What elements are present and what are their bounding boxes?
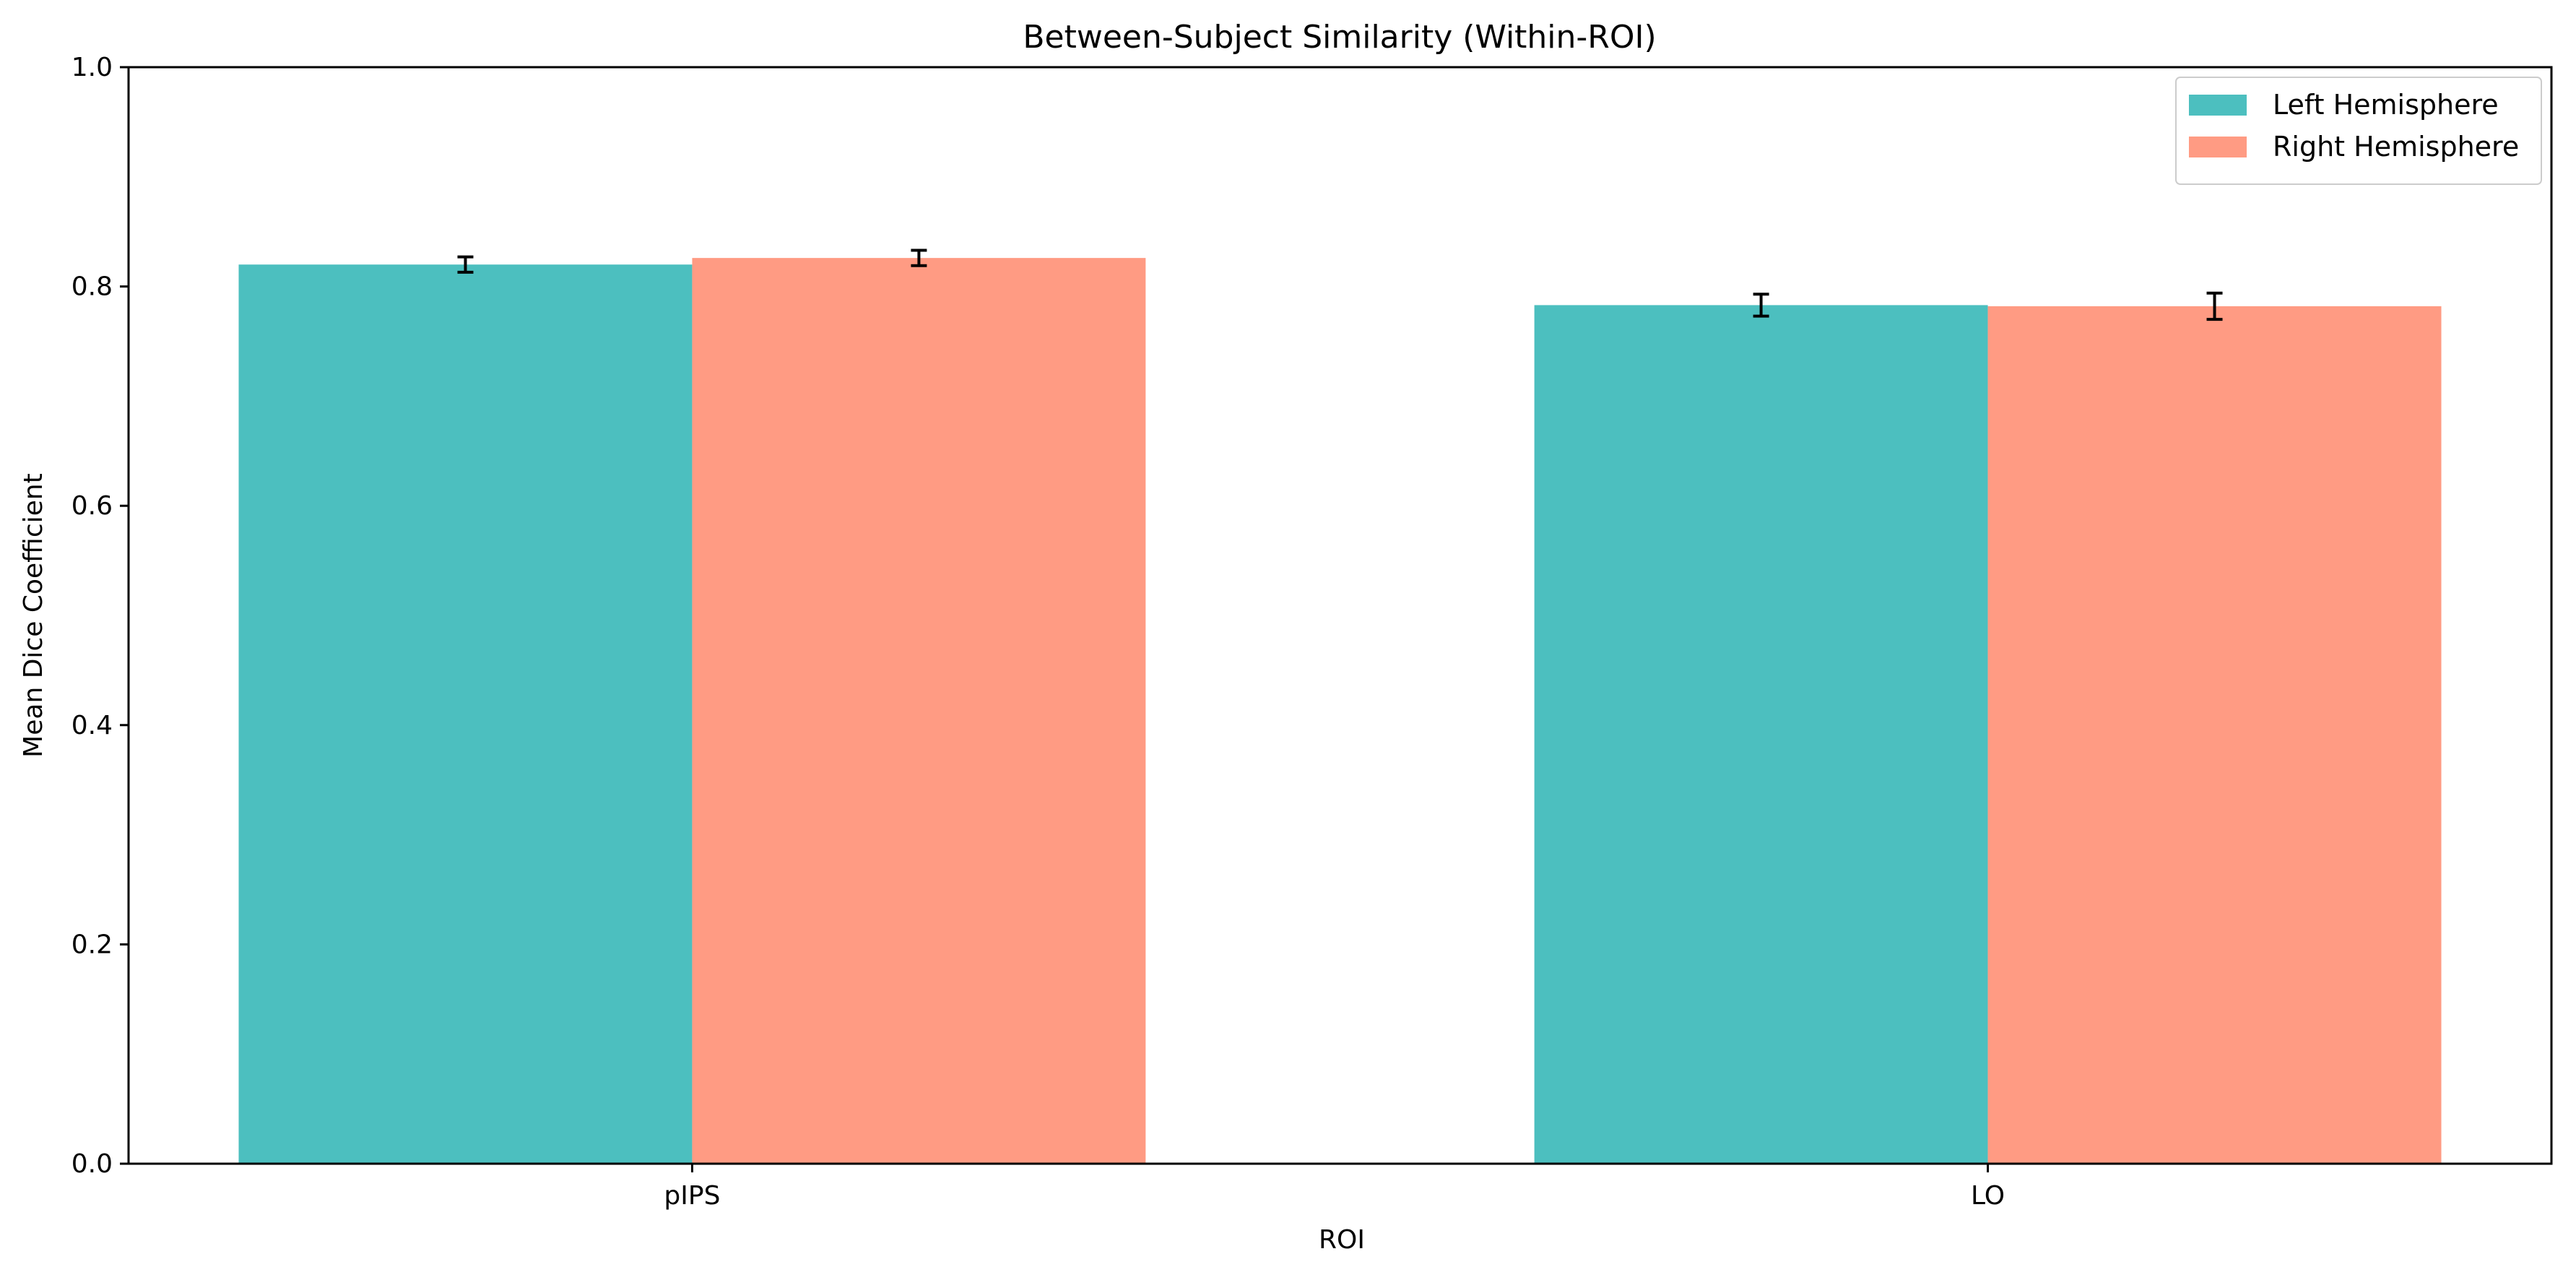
x-axis-label: ROI	[1319, 1225, 1365, 1255]
y-tick-label: 0.2	[71, 930, 113, 959]
y-tick-label: 0.6	[71, 491, 113, 521]
y-axis-label: Mean Dice Coefficient	[19, 473, 48, 758]
y-tick-label: 0.0	[71, 1149, 113, 1179]
y-tick-label: 1.0	[71, 53, 113, 82]
legend-box	[2175, 77, 2542, 185]
legend-swatch-left-hemisphere	[2189, 95, 2247, 116]
bar-lo-right-hemisphere	[1987, 306, 2442, 1164]
bar-pips-left-hemisphere	[238, 264, 693, 1164]
bar-lo-left-hemisphere	[1534, 305, 1988, 1164]
legend-label-left-hemisphere: Left Hemisphere	[2273, 89, 2499, 121]
y-tick-label: 0.8	[71, 272, 113, 302]
error-bar-lo-right-hemisphere	[2206, 291, 2223, 321]
legend-label-right-hemisphere: Right Hemisphere	[2273, 131, 2519, 163]
error-bar-pips-left-hemisphere	[457, 255, 474, 274]
legend-swatch-right-hemisphere	[2189, 137, 2247, 157]
bar-pips-right-hemisphere	[692, 258, 1146, 1164]
plot-layer	[238, 248, 2442, 1164]
y-tick-label: 0.4	[71, 711, 113, 740]
chart-title: Between-Subject Similarity (Within-ROI)	[1023, 19, 1656, 56]
error-bar-pips-right-hemisphere	[911, 248, 927, 267]
x-tick-label-pips: pIPS	[664, 1181, 720, 1211]
legend: Left Hemisphere Right Hemisphere	[2175, 77, 2542, 185]
axis-layer: 0.0 0.2 0.4 0.6 0.8 1.0 pIPS LO	[71, 53, 2005, 1211]
error-bar-lo-left-hemisphere	[1753, 293, 1769, 318]
plot-frame	[127, 66, 2553, 1165]
x-tick-label-lo: LO	[1971, 1181, 2005, 1211]
